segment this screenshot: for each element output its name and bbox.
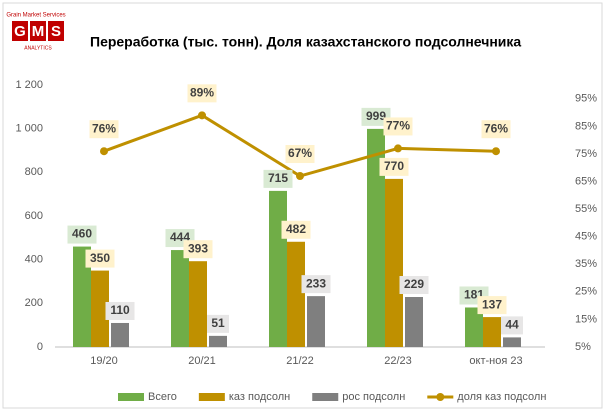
label-bg [361,107,391,126]
label-bg [379,157,409,176]
data-label: 233 [306,276,326,290]
x-tick-label: 22/23 [384,355,412,367]
label-bg [105,301,135,320]
y-tick-label: 1 200 [15,79,43,91]
y-tick-label: 400 [25,254,43,266]
data-label: 393 [188,241,208,255]
y2-tick-label: 35% [575,258,597,270]
y2-tick-label: 25% [575,286,597,298]
label-bg [301,275,331,294]
data-label: 229 [404,277,424,291]
label-bg [263,169,293,188]
legend-label: доля каз подсолн [457,391,546,403]
x-tick-label: 20/21 [188,355,216,367]
data-label: 110 [110,303,130,317]
bar [171,250,189,347]
y-tick-label: 0 [37,341,43,353]
y2-tick-label: 45% [575,231,597,243]
label-bg [383,117,413,136]
y2-tick-label: 5% [575,341,591,353]
y2-tick-label: 85% [575,120,597,132]
bar [91,270,109,347]
label-bg [481,120,511,139]
label-bg [67,225,97,244]
logo-letter: S [51,23,61,40]
legend-label: каз подсолн [229,391,290,403]
bar [367,128,385,347]
label-bg [399,276,429,295]
line-point [100,147,108,156]
y2-tick-label: 95% [575,93,597,105]
line-point [492,147,500,156]
bar [189,261,207,347]
y-tick-label: 800 [25,166,43,178]
bar [209,335,227,347]
bar [269,190,287,347]
logo-letter: M [32,23,45,40]
legend-label: рос подсолн [342,391,405,403]
data-label: 76% [484,121,508,135]
bar [287,241,305,347]
data-label: 77% [386,119,410,133]
data-label: 350 [90,251,110,265]
data-label: 770 [384,159,404,173]
line-point [394,144,402,153]
bar [483,317,501,347]
logo-top: Grain Market Services [6,13,65,19]
logo-box [48,21,64,41]
data-label: 89% [190,86,214,100]
label-bg [477,296,507,315]
bar [465,307,483,347]
legend-swatch [198,393,225,401]
line-point [198,111,206,120]
label-bg [85,249,115,268]
y-tick-label: 1 000 [15,123,43,135]
label-bg [501,316,523,335]
label-bg [187,84,217,103]
logo-box [12,21,28,41]
y-tick-label: 600 [25,210,43,222]
logo-box [30,21,46,41]
legend-label: Всего [148,391,177,403]
y2-tick-label: 65% [575,175,597,187]
data-label: 482 [286,222,306,236]
bar [307,296,325,347]
logo-letter: G [14,23,26,40]
bar [73,246,91,347]
y2-tick-label: 15% [575,313,597,325]
label-bg [281,220,311,239]
logo-letters: G M S [12,21,64,41]
bar [503,337,521,347]
data-label: 999 [366,109,386,123]
label-bg [89,120,119,139]
bar [405,297,423,347]
label-bg [207,314,229,333]
data-label: 76% [92,121,116,135]
label-bg [183,240,213,259]
legend-swatch [118,393,144,401]
data-label: 460 [72,227,92,241]
x-tick-label: окт-ноя 23 [469,355,522,367]
data-label: 44 [505,318,519,332]
label-bg [285,145,315,164]
y2-tick-label: 55% [575,203,597,215]
data-label: 715 [268,171,288,185]
x-tick-label: 21/22 [286,355,314,367]
data-label: 137 [482,297,502,311]
data-label: 67% [288,146,312,160]
y2-tick-label: 75% [575,148,597,160]
bar [111,322,129,347]
x-tick-label: 19/20 [90,355,118,367]
line-point [296,172,304,181]
bar [385,178,403,347]
y-tick-label: 200 [25,297,43,309]
chart-title: Переработка (тыс. тонн). Доля казахстанс… [90,34,521,50]
legend-swatch [436,393,445,401]
data-label: 51 [211,316,225,330]
legend-swatch [312,393,339,401]
logo-bottom: ANALYTICS [24,45,52,51]
